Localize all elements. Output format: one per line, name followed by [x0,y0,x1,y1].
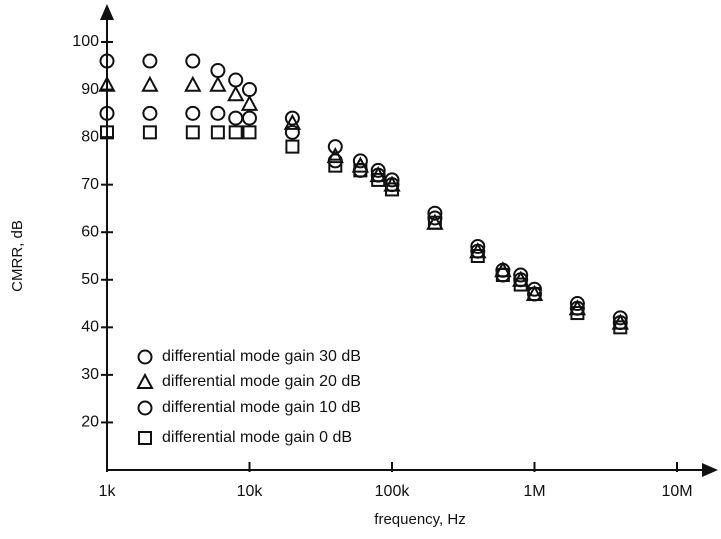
data-point [352,153,368,169]
data-point [227,85,245,102]
data-point [242,82,257,98]
data-point [284,124,300,140]
data-point [371,172,386,187]
data-point [99,53,115,69]
data-point [142,53,158,69]
x-axis-label: frequency, Hz [374,511,465,528]
data-point [613,320,628,335]
data-point [370,162,386,178]
legend-marker [138,431,152,445]
data-point [352,162,368,178]
data-point [228,110,244,126]
data-point [98,75,116,92]
data-point [470,249,485,263]
x-tick-label: 1k [99,483,117,500]
y-tick-label: 50 [81,271,99,288]
y-tick-label: 100 [72,33,99,50]
data-point [327,153,343,169]
x-axis-arrow [702,463,718,477]
data-point [99,105,115,121]
legend-marker [136,372,154,389]
data-point [242,125,257,140]
data-point [570,306,585,321]
data-point [100,125,114,140]
data-point [283,113,302,130]
y-tick-label: 20 [81,414,99,431]
data-point [185,125,200,140]
data-point [228,72,244,88]
data-point [495,268,510,283]
data-point [385,182,399,197]
data-point [285,139,300,154]
x-tick-label: 10k [237,483,264,500]
data-point [210,105,226,121]
data-point [513,277,528,292]
data-point [470,238,486,254]
data-point [210,63,226,79]
data-point [569,296,585,312]
data-point [242,110,257,126]
legend-label: differential mode gain 30 dB [162,348,361,365]
data-point [228,125,243,140]
legend-label: differential mode gain 20 dB [162,373,361,390]
data-point [327,139,343,155]
data-point [284,110,300,126]
x-tick-label: 100k [375,483,411,500]
y-tick-label: 80 [81,128,99,145]
data-point [328,158,343,173]
data-point [184,75,202,92]
y-tick-label: 90 [81,81,99,98]
legend-marker [137,349,153,365]
data-point [142,105,158,121]
x-tick-label: 10M [661,483,692,500]
legend-label: differential mode gain 10 dB [162,399,361,416]
y-tick-label: 70 [81,176,99,193]
legend-label: differential mode gain 0 dB [162,429,352,446]
data-point [513,267,529,283]
y-tick-label: 30 [81,366,99,383]
data-point [142,125,157,140]
y-tick-label: 40 [81,319,99,336]
x-tick-label: 1M [523,483,545,500]
legend-marker [137,400,153,416]
y-axis-arrow [100,4,114,20]
data-point [185,105,201,121]
data-point [427,215,442,230]
data-point [185,53,201,69]
y-axis-label: CMRR, dB [9,220,26,292]
data-point [141,75,159,92]
data-point [427,205,443,221]
data-point [210,125,225,140]
data-point [353,163,368,178]
data-point [209,75,227,92]
y-tick-label: 60 [81,223,99,240]
data-point [612,310,628,326]
data-point [527,287,542,302]
data-point [240,94,259,111]
